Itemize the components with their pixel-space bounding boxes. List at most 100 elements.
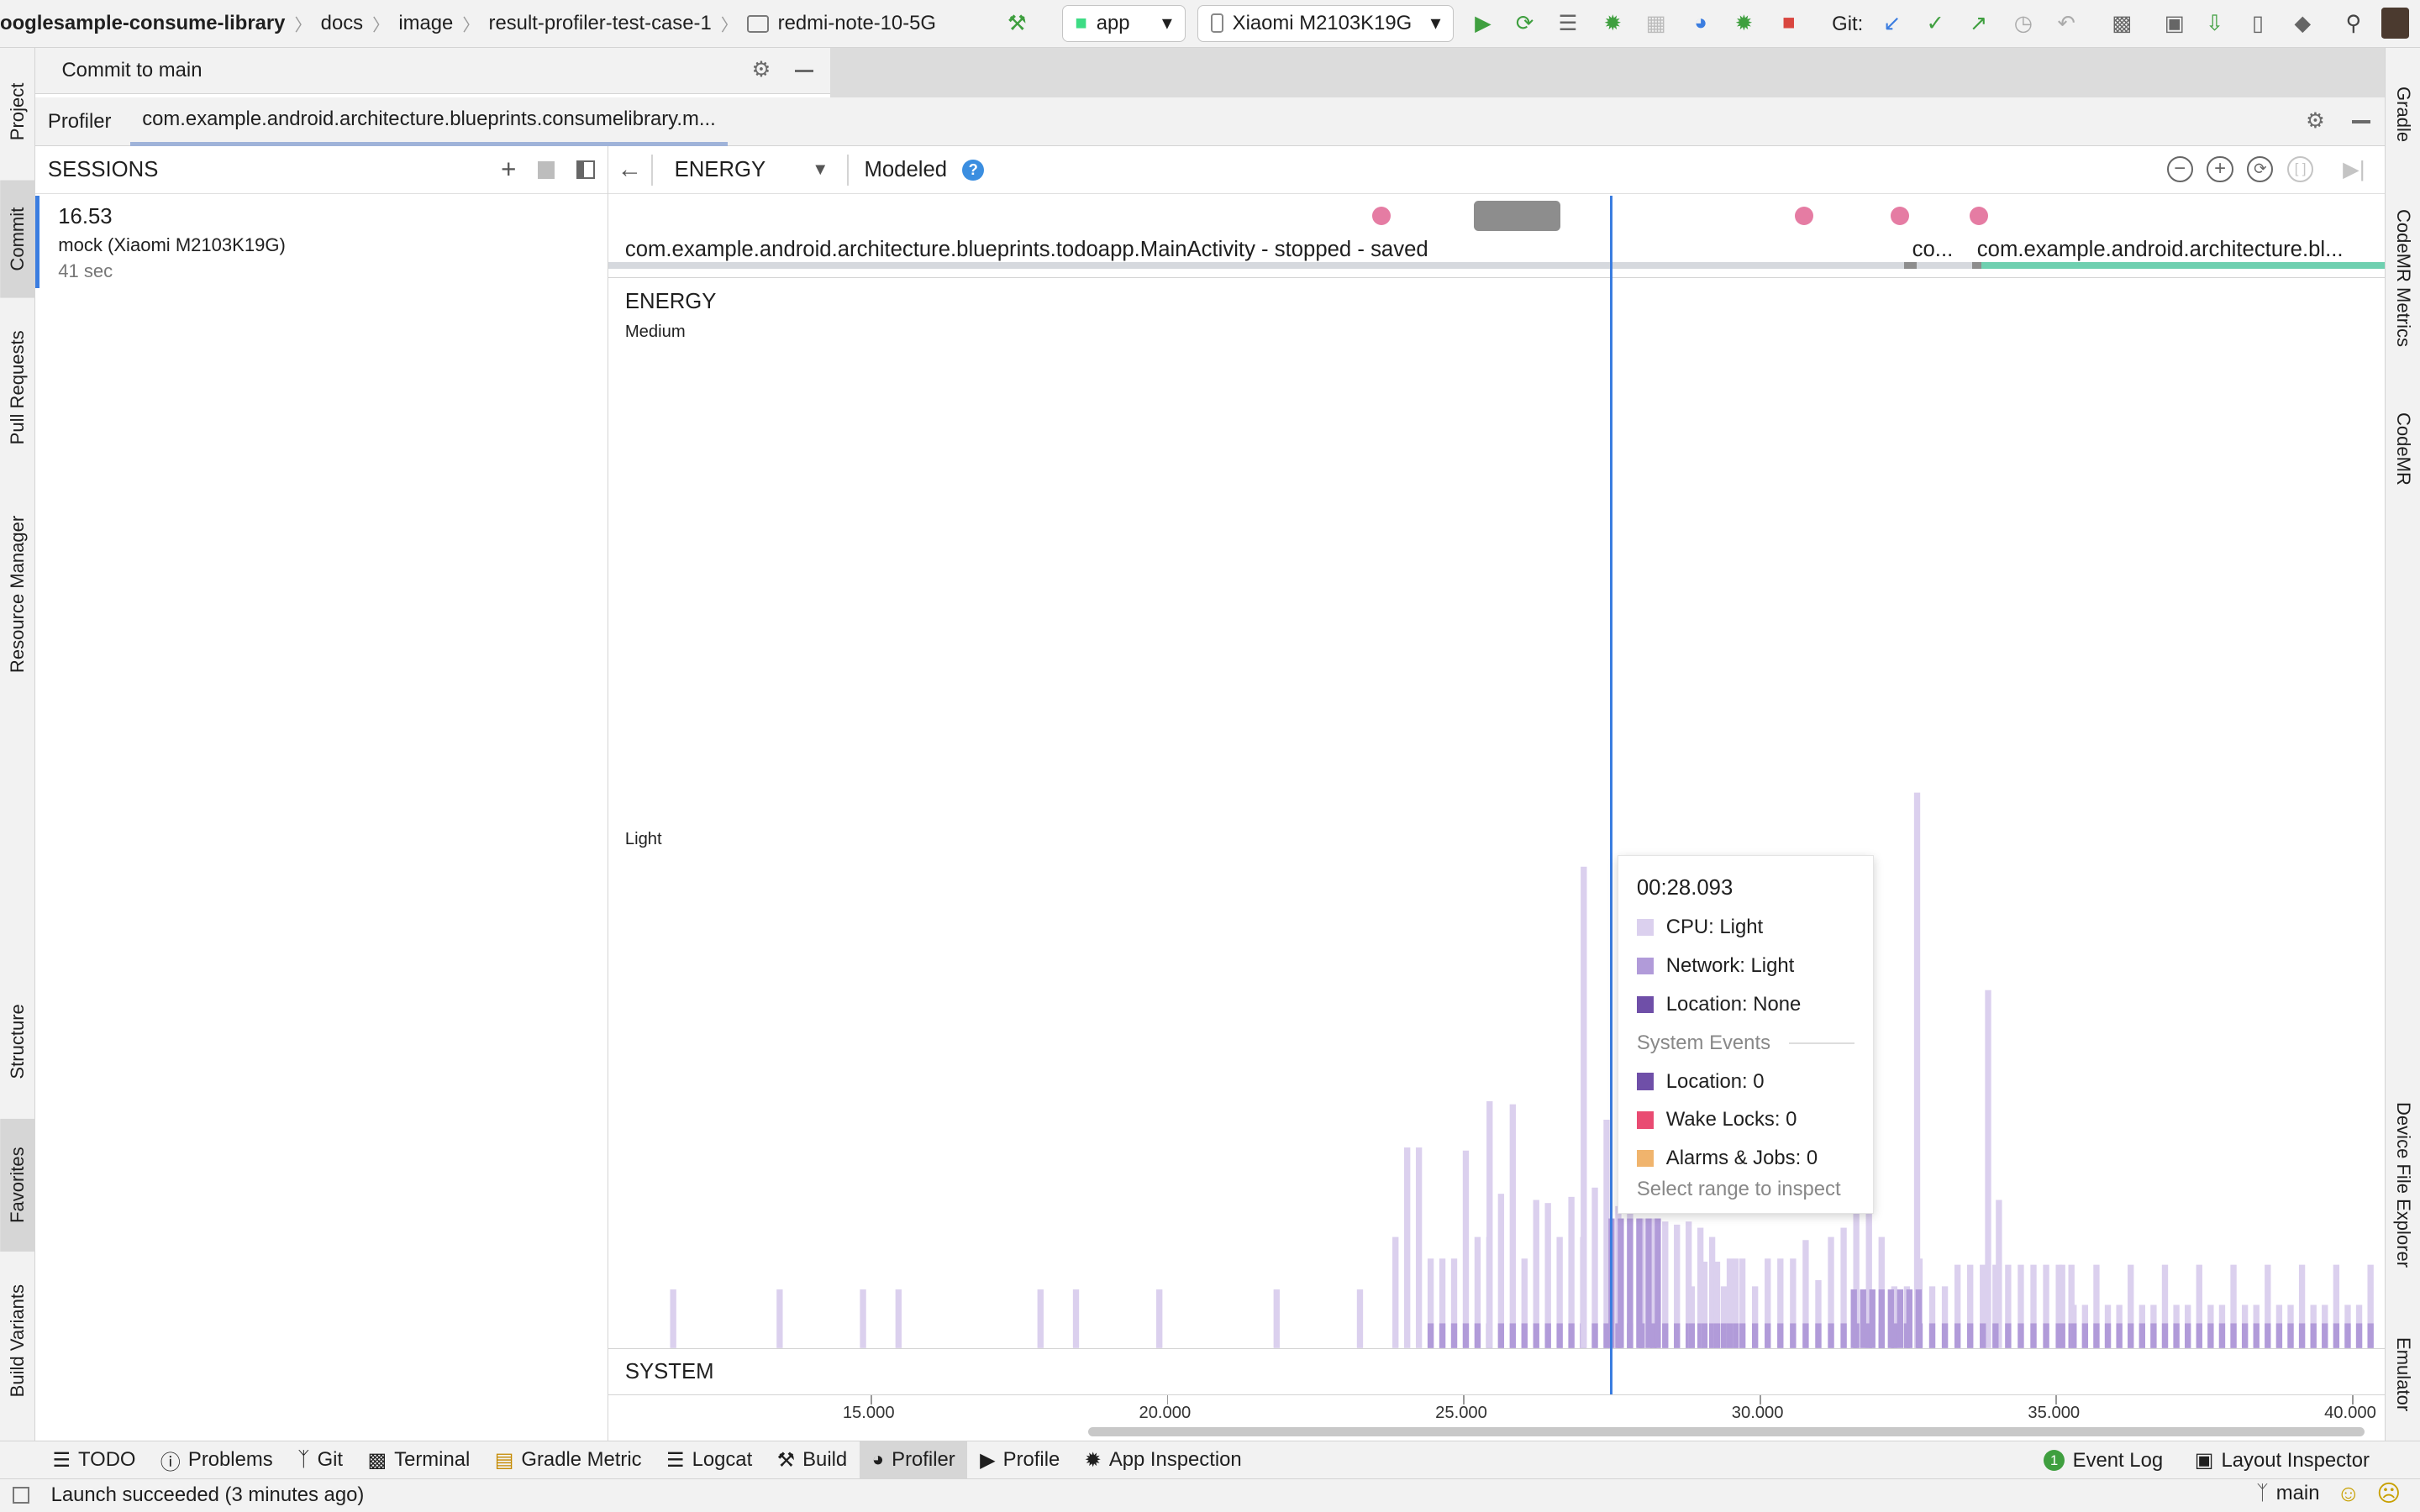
tool-tab-structure[interactable]: Structure bbox=[0, 983, 35, 1100]
energy-bar bbox=[1415, 1147, 1422, 1349]
avd-manager-icon[interactable]: ▯ bbox=[2252, 11, 2265, 35]
git-push-icon[interactable]: ↗ bbox=[1969, 11, 1988, 35]
debug-icon[interactable]: ✹ bbox=[1603, 11, 1623, 35]
zoom-in-icon[interactable]: + bbox=[2207, 155, 2233, 182]
tab-profiler[interactable]: Profiler bbox=[47, 109, 112, 133]
git-commit-icon[interactable]: ✓ bbox=[1926, 11, 1944, 35]
tool-terminal[interactable]: ▩ Terminal bbox=[355, 1441, 482, 1478]
tool-profile[interactable]: ▶ Profile bbox=[967, 1441, 1072, 1478]
tool-tab-favorites[interactable]: Favorites bbox=[0, 1118, 36, 1252]
zoom-out-icon[interactable]: − bbox=[2166, 155, 2193, 182]
energy-bar bbox=[1897, 1289, 1903, 1349]
tool-problems[interactable]: ⓘ Problems bbox=[148, 1441, 285, 1478]
device-select[interactable]: Xiaomi M2103K19G ▾ bbox=[1197, 4, 1455, 42]
toolbar-separator bbox=[847, 155, 850, 186]
attach-process-icon[interactable]: ✹ bbox=[1734, 11, 1754, 35]
tool-tab-emulator[interactable]: Emulator bbox=[2386, 1319, 2420, 1430]
back-arrow-icon[interactable]: ← bbox=[617, 155, 643, 184]
smiley-icon[interactable]: ☺ bbox=[2336, 1480, 2360, 1507]
stop-icon[interactable]: ■ bbox=[1781, 11, 1796, 35]
play-icon: ▶ bbox=[980, 1448, 996, 1472]
touch-event-dot[interactable] bbox=[1890, 207, 1909, 226]
rotation-events-icon[interactable] bbox=[1474, 200, 1560, 232]
location-swatch bbox=[1636, 995, 1655, 1013]
attach-debugger-icon[interactable]: ▦ bbox=[1645, 11, 1666, 35]
tool-layout-inspector[interactable]: ▣ Layout Inspector bbox=[2182, 1441, 2382, 1478]
layout-inspector-icon: ▣ bbox=[2194, 1449, 2214, 1472]
energy-bar bbox=[2004, 1323, 2012, 1349]
breadcrumb-result[interactable]: result-profiler-test-case-1 bbox=[488, 12, 712, 35]
toggle-tool-windows-icon[interactable] bbox=[12, 1487, 29, 1504]
profile-icon[interactable]: ◕ bbox=[1694, 11, 1707, 35]
search-icon[interactable]: ⚲ bbox=[2345, 11, 2362, 35]
monitor-select[interactable]: ENERGY ▼ bbox=[675, 158, 829, 182]
tooltip-cpu-label: CPU: Light bbox=[1665, 915, 1764, 938]
jump-to-live-icon[interactable]: ▶| bbox=[2343, 158, 2365, 182]
breadcrumb-docs[interactable]: docs bbox=[320, 12, 364, 35]
axis-tick bbox=[2055, 1395, 2058, 1405]
tooltip-hint: Select range to inspect bbox=[1636, 1178, 1841, 1201]
minimize-icon[interactable] bbox=[794, 69, 813, 73]
tool-git[interactable]: ᛉ Git bbox=[285, 1441, 355, 1478]
breadcrumb-project[interactable]: ooglesample-consume-library bbox=[0, 12, 286, 35]
zoom-to-selection-icon[interactable]: [ ] bbox=[2286, 155, 2314, 182]
breadcrumb-redmi[interactable]: redmi-note-10-5G bbox=[777, 12, 936, 35]
device-manager-icon[interactable]: ▣ bbox=[2164, 11, 2186, 35]
tool-build[interactable]: ⚒ Build bbox=[765, 1441, 860, 1478]
energy-bar bbox=[1497, 1194, 1504, 1349]
collapse-panel-icon[interactable] bbox=[576, 160, 595, 180]
reset-zoom-icon[interactable]: ⟳ bbox=[2247, 155, 2274, 182]
touch-event-dot[interactable] bbox=[1795, 207, 1814, 226]
tool-tab-project[interactable]: Project bbox=[0, 60, 35, 162]
run-configuration-select[interactable]: ■ app ▾ bbox=[1061, 4, 1186, 42]
minimize-icon[interactable] bbox=[2352, 120, 2371, 123]
tool-profiler[interactable]: ◕ Profiler bbox=[859, 1441, 968, 1479]
touch-event-dot[interactable] bbox=[1969, 207, 1988, 226]
git-history-icon[interactable]: ◷ bbox=[2013, 11, 2033, 35]
tool-app-inspection[interactable]: ✹ App Inspection bbox=[1072, 1441, 1254, 1478]
tool-gradle-metric[interactable]: ▤ Gradle Metric bbox=[482, 1441, 654, 1478]
touch-event-dot[interactable] bbox=[1371, 207, 1391, 226]
tool-todo[interactable]: ☰ TODO bbox=[40, 1441, 148, 1478]
tool-tab-commit[interactable]: Commit bbox=[0, 180, 36, 298]
stop-session-icon[interactable] bbox=[538, 161, 555, 179]
energy-bar bbox=[1732, 1258, 1739, 1349]
run-icon[interactable]: ▶ bbox=[1475, 11, 1491, 35]
tool-tab-build-variants[interactable]: Build Variants bbox=[0, 1267, 35, 1415]
energy-bar bbox=[1860, 1289, 1866, 1349]
resource-icon[interactable]: ◆ bbox=[2294, 11, 2312, 35]
frown-icon[interactable]: ☹ bbox=[2376, 1480, 2402, 1507]
apply-code-changes-icon[interactable]: ☰ bbox=[1558, 11, 1578, 35]
gear-icon[interactable]: ⚙ bbox=[2306, 108, 2326, 133]
gear-icon[interactable]: ⚙ bbox=[751, 57, 771, 81]
tooltip-time: 00:28.093 bbox=[1636, 875, 1733, 900]
apply-changes-icon[interactable]: ⟳ bbox=[1515, 11, 1534, 35]
hammer-build-icon[interactable]: ⚒ bbox=[1007, 11, 1027, 35]
tool-tab-resource-manager[interactable]: Resource Manager bbox=[0, 496, 35, 693]
tool-event-log[interactable]: 1 Event Log bbox=[2031, 1441, 2175, 1478]
left-tool-stripe: Project Commit Pull Requests Resource Ma… bbox=[0, 47, 36, 1441]
branch-widget[interactable]: ᛉ main bbox=[2256, 1482, 2319, 1505]
avatar[interactable] bbox=[2381, 8, 2410, 39]
plus-icon[interactable]: + bbox=[501, 155, 517, 185]
project-structure-icon[interactable]: ▩ bbox=[2112, 11, 2133, 35]
sdk-manager-icon[interactable]: ⇩ bbox=[2205, 11, 2224, 35]
energy-chart[interactable]: ENERGY Medium Light bbox=[608, 279, 2385, 1349]
git-rollback-icon[interactable]: ↶ bbox=[2057, 11, 2076, 35]
tool-tab-codemr[interactable]: CodeMR bbox=[2386, 393, 2420, 504]
tool-tab-codemr-metrics[interactable]: CodeMR Metrics bbox=[2386, 193, 2420, 363]
git-update-icon[interactable]: ↙ bbox=[1883, 11, 1902, 35]
session-item[interactable]: 16.53 mock (Xiaomi M2103K19G) 41 sec bbox=[35, 196, 607, 289]
tool-logcat[interactable]: ☰ Logcat bbox=[654, 1441, 765, 1478]
tool-tab-pull-requests[interactable]: Pull Requests bbox=[0, 313, 35, 461]
tool-tab-gradle[interactable]: Gradle bbox=[2386, 60, 2420, 169]
help-icon[interactable]: ? bbox=[962, 159, 985, 181]
tab-process[interactable]: com.example.android.architecture.bluepri… bbox=[129, 97, 729, 146]
status-message: Launch succeeded (3 minutes ago) bbox=[50, 1483, 365, 1507]
activity-bar-active bbox=[1981, 262, 2385, 269]
horizontal-scrollbar[interactable] bbox=[1087, 1426, 2365, 1436]
energy-bar bbox=[2218, 1323, 2225, 1349]
breadcrumb-image[interactable]: image bbox=[398, 12, 454, 35]
energy-bar bbox=[1865, 1323, 1872, 1349]
tool-tab-device-file-explorer[interactable]: Device File Explorer bbox=[2386, 1084, 2420, 1285]
